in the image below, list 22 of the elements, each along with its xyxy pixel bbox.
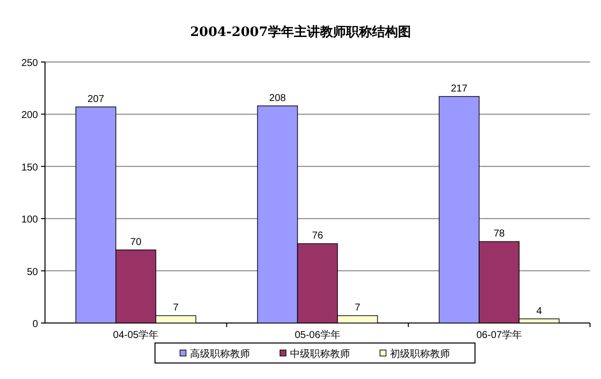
data-label: 217 xyxy=(450,83,468,94)
y-tick-label: 150 xyxy=(21,162,38,174)
legend-label: 中级职称教师 xyxy=(290,348,350,360)
data-label: 70 xyxy=(130,236,142,248)
x-tick-label: 05-06学年 xyxy=(294,329,340,341)
y-tick-label: 100 xyxy=(21,214,38,226)
y-tick-label: 50 xyxy=(26,266,38,278)
data-label: 4 xyxy=(536,306,542,317)
x-tick-label: 04-05学年 xyxy=(113,329,159,341)
legend-label: 高级职称教师 xyxy=(190,348,250,360)
y-tick-label: 200 xyxy=(21,110,38,122)
x-tick-label: 06-07学年 xyxy=(476,329,522,341)
y-tick-label: 0 xyxy=(32,319,38,330)
data-label: 76 xyxy=(312,230,324,242)
data-label: 207 xyxy=(87,94,105,105)
data-label: 7 xyxy=(354,302,361,314)
data-label: 7 xyxy=(173,302,180,314)
data-label: 208 xyxy=(269,92,286,104)
chart-title: 2004-2007学年主讲教师职称结构图 xyxy=(190,24,411,40)
data-label: 78 xyxy=(494,228,506,240)
y-tick-label: 250 xyxy=(21,58,38,69)
legend-label: 初级职称教师 xyxy=(390,348,450,360)
